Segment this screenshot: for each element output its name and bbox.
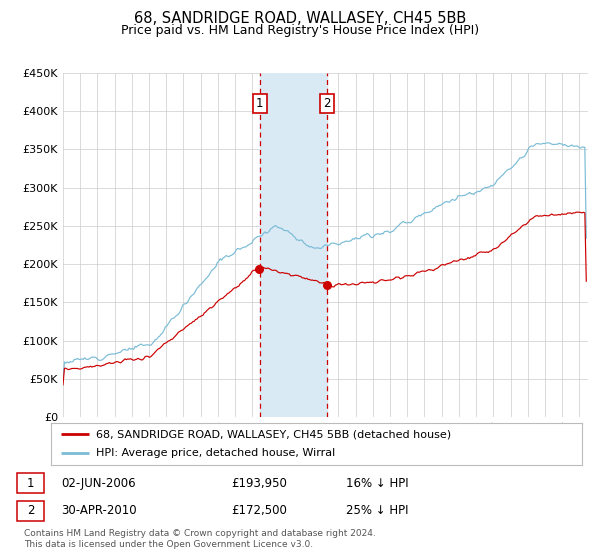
Text: Price paid vs. HM Land Registry's House Price Index (HPI): Price paid vs. HM Land Registry's House …: [121, 24, 479, 36]
Bar: [260, 73, 327, 417]
Text: Contains HM Land Registry data © Crown copyright and database right 2024.
This d: Contains HM Land Registry data © Crown c…: [24, 529, 376, 549]
Text: £172,500: £172,500: [231, 505, 287, 517]
FancyBboxPatch shape: [17, 473, 44, 493]
Text: 1: 1: [26, 477, 34, 489]
FancyBboxPatch shape: [17, 501, 44, 521]
Text: 2: 2: [26, 505, 34, 517]
Text: 25% ↓ HPI: 25% ↓ HPI: [346, 505, 409, 517]
Text: HPI: Average price, detached house, Wirral: HPI: Average price, detached house, Wirr…: [96, 449, 335, 459]
Text: 68, SANDRIDGE ROAD, WALLASEY, CH45 5BB (detached house): 68, SANDRIDGE ROAD, WALLASEY, CH45 5BB (…: [96, 429, 451, 439]
Text: 02-JUN-2006: 02-JUN-2006: [61, 477, 136, 489]
Text: £193,950: £193,950: [231, 477, 287, 489]
Text: 68, SANDRIDGE ROAD, WALLASEY, CH45 5BB: 68, SANDRIDGE ROAD, WALLASEY, CH45 5BB: [134, 11, 466, 26]
Text: 16% ↓ HPI: 16% ↓ HPI: [346, 477, 409, 489]
Text: 2: 2: [323, 97, 331, 110]
Text: 1: 1: [256, 97, 263, 110]
Text: 30-APR-2010: 30-APR-2010: [61, 505, 137, 517]
